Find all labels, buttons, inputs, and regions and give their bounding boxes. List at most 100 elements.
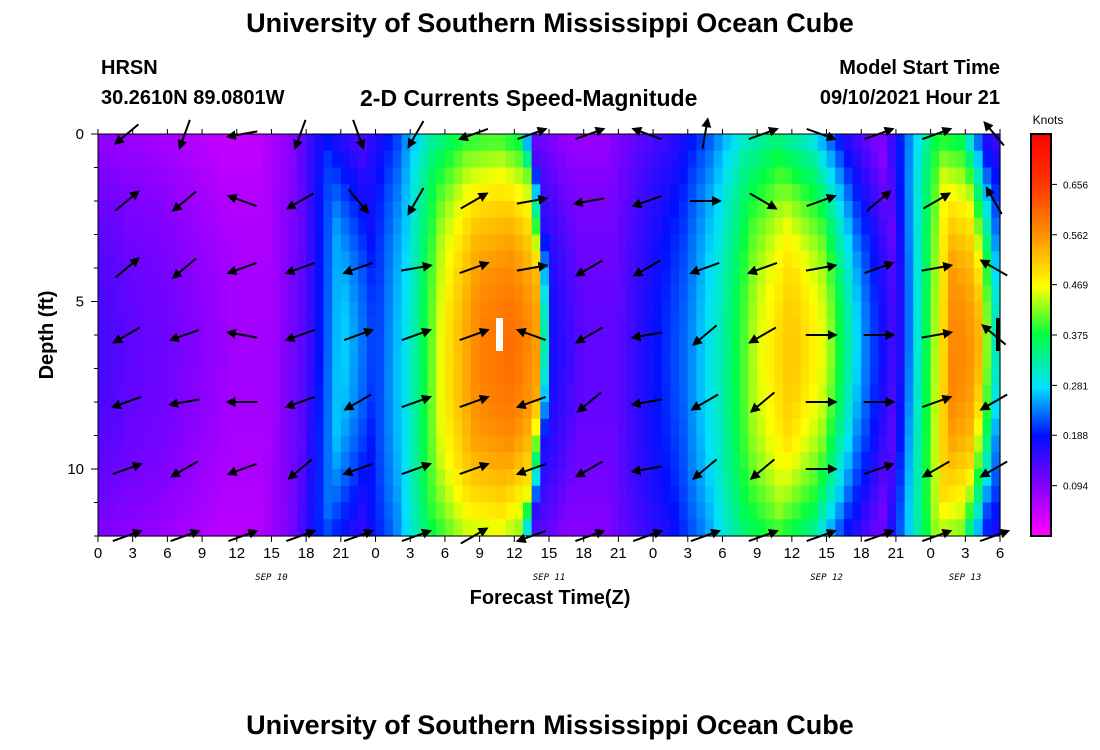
heatmap-cell	[236, 485, 247, 504]
heatmap-cell	[184, 201, 194, 219]
current-vector-arrow	[168, 328, 200, 343]
heatmap-cell	[384, 284, 394, 303]
heatmap-cell	[228, 251, 238, 269]
heatmap-cell	[522, 251, 533, 269]
heatmap-cell	[895, 301, 906, 319]
heatmap-cell	[783, 268, 793, 286]
heatmap-cell	[583, 452, 593, 470]
heatmap-cell	[410, 469, 420, 487]
heatmap-cell	[219, 184, 229, 202]
heatmap-cell	[392, 301, 403, 319]
heatmap-cell	[670, 452, 680, 470]
heatmap-cell	[401, 385, 411, 403]
heatmap-cell	[228, 452, 238, 470]
heatmap-cell	[522, 335, 533, 353]
heatmap-cell	[340, 469, 351, 487]
heatmap-cell	[106, 150, 116, 169]
current-vector-arrow	[168, 398, 200, 409]
heatmap-cell	[670, 368, 680, 386]
heatmap-cell	[358, 167, 368, 185]
heatmap-cell	[601, 184, 611, 202]
heatmap-cell	[531, 251, 541, 269]
heatmap-cell	[557, 201, 567, 219]
heatmap-cell	[939, 167, 949, 185]
heatmap-cell	[306, 284, 316, 303]
heatmap-cell	[653, 368, 663, 386]
heatmap-cell	[843, 452, 854, 470]
heatmap-cell	[366, 469, 377, 487]
heatmap-cell	[635, 234, 645, 252]
heatmap-cell	[158, 217, 168, 236]
heatmap-cell	[288, 435, 299, 453]
heatmap-cell	[947, 301, 958, 319]
heatmap-cell	[98, 268, 108, 286]
heatmap-cell	[141, 469, 151, 487]
heatmap-cell	[869, 284, 880, 303]
heatmap-cell	[861, 368, 871, 386]
heatmap-cell	[661, 502, 672, 520]
current-vector-arrow	[630, 398, 663, 409]
heatmap-cell	[549, 150, 559, 169]
heatmap-cell	[323, 418, 333, 437]
heatmap-cell	[661, 167, 672, 185]
heatmap-cell	[358, 217, 368, 236]
heatmap-cell	[418, 485, 429, 504]
heatmap-cell	[566, 251, 576, 269]
heatmap-cell	[557, 150, 567, 169]
heatmap-cell	[800, 435, 810, 453]
heatmap-cell	[98, 184, 108, 202]
x-tick-label: 12	[784, 545, 801, 562]
heatmap-cell	[705, 418, 715, 437]
heatmap-cell	[98, 167, 108, 185]
heatmap-cell	[713, 201, 724, 219]
heatmap-cell	[470, 318, 481, 336]
heatmap-cell	[557, 318, 567, 336]
heatmap-cell	[635, 284, 645, 303]
heatmap-cell	[479, 368, 489, 386]
heatmap-cell	[522, 402, 533, 420]
heatmap-cell	[661, 251, 672, 269]
heatmap-cell	[800, 452, 810, 470]
heatmap-cell	[522, 519, 533, 537]
heatmap-cell	[115, 485, 125, 504]
heatmap-cell	[809, 519, 819, 537]
heatmap-cell	[843, 150, 854, 169]
heatmap-cell	[878, 502, 888, 520]
heatmap-cell	[748, 301, 758, 319]
heatmap-cell	[921, 519, 932, 537]
heatmap-cell	[410, 301, 420, 319]
heatmap-cell	[436, 418, 446, 437]
heatmap-cell	[245, 385, 255, 403]
heatmap-cell	[219, 452, 229, 470]
heatmap-cell	[826, 134, 836, 152]
current-vector-arrow	[574, 259, 603, 277]
heatmap-cell	[592, 418, 602, 437]
heatmap-cell	[644, 368, 654, 386]
heatmap-cell	[644, 318, 654, 336]
heatmap-cell	[609, 435, 619, 453]
heatmap-cell	[878, 368, 888, 386]
heatmap-cell	[956, 150, 966, 169]
heatmap-cell	[444, 502, 455, 520]
heatmap-cell	[826, 335, 836, 353]
heatmap-cell	[869, 469, 880, 487]
y-tick-label: 5	[76, 294, 84, 311]
heatmap-cell	[202, 335, 212, 353]
heatmap-cell	[739, 251, 750, 269]
heatmap-cell	[705, 318, 715, 336]
heatmap-cell	[375, 385, 385, 403]
heatmap-cell	[323, 134, 333, 152]
heatmap-cell	[861, 150, 871, 169]
heatmap-cell	[774, 418, 784, 437]
heatmap-cell	[575, 452, 585, 470]
heatmap-cell	[739, 452, 750, 470]
heatmap-cell	[124, 368, 134, 386]
heatmap-cell	[800, 351, 810, 370]
heatmap-cell	[627, 251, 637, 269]
heatmap-cell	[418, 134, 429, 152]
heatmap-cell	[514, 368, 524, 386]
heatmap-cell	[219, 217, 229, 236]
heatmap-cell	[236, 519, 247, 537]
heatmap-cell	[661, 435, 672, 453]
heatmap-cell	[98, 519, 108, 537]
